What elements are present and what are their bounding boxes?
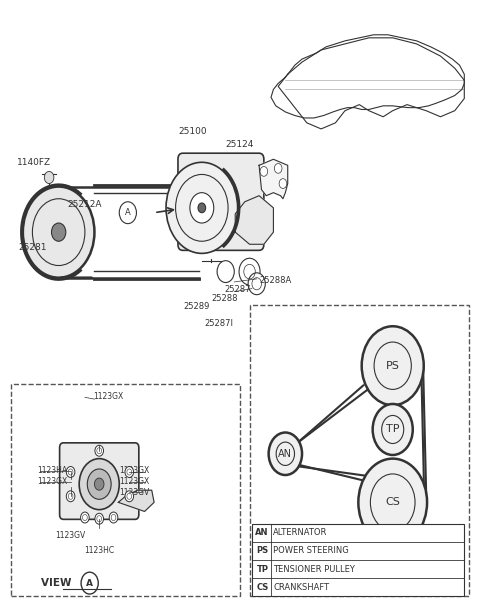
Circle shape [372, 404, 413, 455]
FancyBboxPatch shape [178, 153, 264, 250]
Text: POWER STEERING: POWER STEERING [274, 547, 349, 556]
Text: CS: CS [385, 497, 400, 508]
FancyBboxPatch shape [11, 384, 240, 597]
Text: 25124: 25124 [226, 140, 254, 149]
Circle shape [95, 513, 104, 524]
Text: 25287I: 25287I [204, 318, 233, 328]
Text: TP: TP [386, 425, 399, 434]
Circle shape [190, 193, 214, 223]
Circle shape [66, 491, 75, 502]
Text: 1123HA: 1123HA [37, 465, 67, 475]
Text: PS: PS [256, 547, 269, 556]
Text: 1123HC: 1123HC [84, 547, 114, 556]
FancyBboxPatch shape [250, 305, 469, 597]
Text: CRANKSHAFT: CRANKSHAFT [274, 583, 330, 592]
Circle shape [269, 432, 302, 475]
Circle shape [81, 572, 98, 594]
Circle shape [217, 260, 234, 282]
Text: 1123GV: 1123GV [56, 531, 86, 540]
Text: AN: AN [255, 528, 269, 537]
Circle shape [81, 512, 89, 523]
Circle shape [109, 512, 118, 523]
Text: PS: PS [386, 361, 400, 371]
Circle shape [275, 163, 282, 173]
Circle shape [248, 273, 265, 295]
Text: 1123GX: 1123GX [37, 476, 67, 486]
Circle shape [359, 459, 427, 546]
Text: 25287: 25287 [224, 285, 251, 294]
Circle shape [66, 467, 75, 478]
Circle shape [279, 179, 287, 188]
Text: 25100: 25100 [178, 127, 206, 137]
Text: AN: AN [278, 449, 292, 459]
Polygon shape [259, 159, 288, 199]
Text: 1123GV: 1123GV [119, 487, 149, 497]
Text: A: A [125, 208, 131, 217]
Text: 25288: 25288 [212, 295, 238, 303]
Text: A: A [86, 579, 93, 587]
Circle shape [362, 326, 424, 405]
Text: CS: CS [256, 583, 269, 592]
Polygon shape [235, 196, 274, 244]
Text: 1123GX: 1123GX [94, 392, 124, 401]
Text: 25289: 25289 [183, 303, 209, 311]
Text: 1140FZ: 1140FZ [17, 158, 51, 167]
Circle shape [79, 459, 119, 509]
Text: TP: TP [257, 565, 269, 573]
Text: ALTERNATOR: ALTERNATOR [274, 528, 328, 537]
Text: 1123GX: 1123GX [119, 476, 149, 486]
Text: 25212A: 25212A [68, 200, 102, 209]
Bar [252, 523, 464, 597]
Text: TENSIONER PULLEY: TENSIONER PULLEY [274, 565, 355, 573]
Circle shape [119, 202, 136, 224]
Text: 25281: 25281 [18, 243, 47, 252]
FancyBboxPatch shape [60, 443, 139, 519]
Circle shape [198, 203, 205, 213]
Text: 1123GX: 1123GX [119, 465, 149, 475]
Text: VIEW: VIEW [41, 578, 75, 588]
Circle shape [125, 467, 133, 478]
Circle shape [23, 187, 95, 278]
Circle shape [95, 445, 104, 456]
Polygon shape [118, 490, 154, 511]
Circle shape [95, 478, 104, 490]
Circle shape [166, 162, 238, 253]
Circle shape [44, 171, 54, 184]
Circle shape [51, 223, 66, 241]
Text: 25288A: 25288A [260, 276, 292, 285]
Circle shape [260, 167, 268, 176]
Circle shape [239, 258, 260, 285]
Circle shape [125, 491, 133, 502]
Circle shape [87, 469, 111, 500]
Polygon shape [271, 35, 464, 118]
